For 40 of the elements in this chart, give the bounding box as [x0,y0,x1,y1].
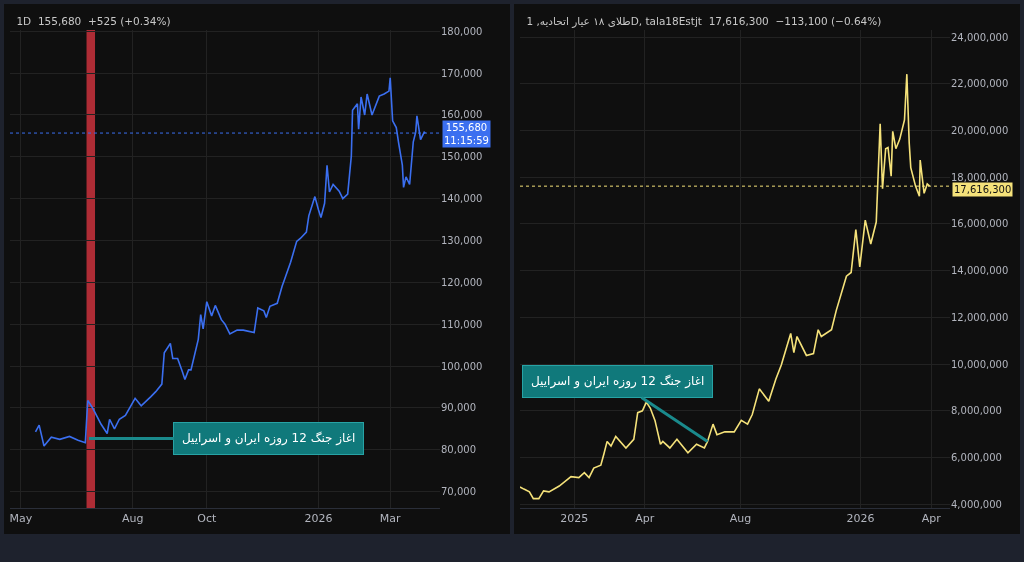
y-tick-label: 6,000,000 [951,452,1002,464]
x-tick-label: 2026 [846,512,875,526]
y-tick-label: 12,000,000 [951,311,1009,323]
y-tick-label: 180,000 [441,25,483,37]
y-tick-label: 90,000 [441,402,476,414]
y-tick-label: 18,000,000 [951,171,1009,183]
y-tick-label: 100,000 [441,360,483,372]
y-tick-label: 80,000 [441,444,476,456]
y-tick-label: 130,000 [441,235,483,247]
y-tick-label: 170,000 [441,67,483,79]
y-tick-label: 10,000,000 [951,358,1009,370]
x-tick-label: Aug [729,512,752,526]
annotation: اغاز جنگ 12 روزه ایران و اسراییل [182,431,356,446]
y-tick-label: 22,000,000 [951,78,1009,90]
ref-line-label: 155,680 [445,122,488,133]
y-tick-label: 14,000,000 [951,265,1009,277]
x-tick-label: Apr [635,512,655,526]
chart-title: 1D 155,680 +525 (+0.34%) [16,14,171,27]
ref-line-label: 17,616,300 [954,184,1012,195]
y-tick-label: 24,000,000 [951,31,1009,43]
x-tick-label: Mar [379,512,402,526]
y-tick-label: 160,000 [441,109,483,121]
y-tick-label: 70,000 [441,486,476,498]
y-tick-label: 120,000 [441,276,483,288]
y-tick-label: 110,000 [441,318,483,330]
x-tick-label: 2025 [560,512,589,526]
y-tick-label: 140,000 [441,193,483,205]
y-tick-label: 150,000 [441,151,483,163]
text: 11:15:59 [444,135,489,146]
y-tick-label: 4,000,000 [951,498,1002,510]
x-tick-label: Apr [921,512,942,526]
y-tick-label: 8,000,000 [951,405,1002,417]
x-tick-label: 2026 [304,512,333,526]
x-tick-label: Oct [197,512,217,526]
x-tick-label: May [9,512,33,526]
chart-title: طلای ۱۸ عیار اتحادیه, 1D, tala18Estjt 17,616,300 −113,100 (−0.64%) [526,14,882,28]
x-tick-label: Aug [121,512,144,526]
y-tick-label: 20,000,000 [951,124,1009,136]
y-tick-label: 16,000,000 [951,218,1009,230]
annotation: اغاز جنگ 12 روزه ایران و اسراییل [531,374,705,389]
